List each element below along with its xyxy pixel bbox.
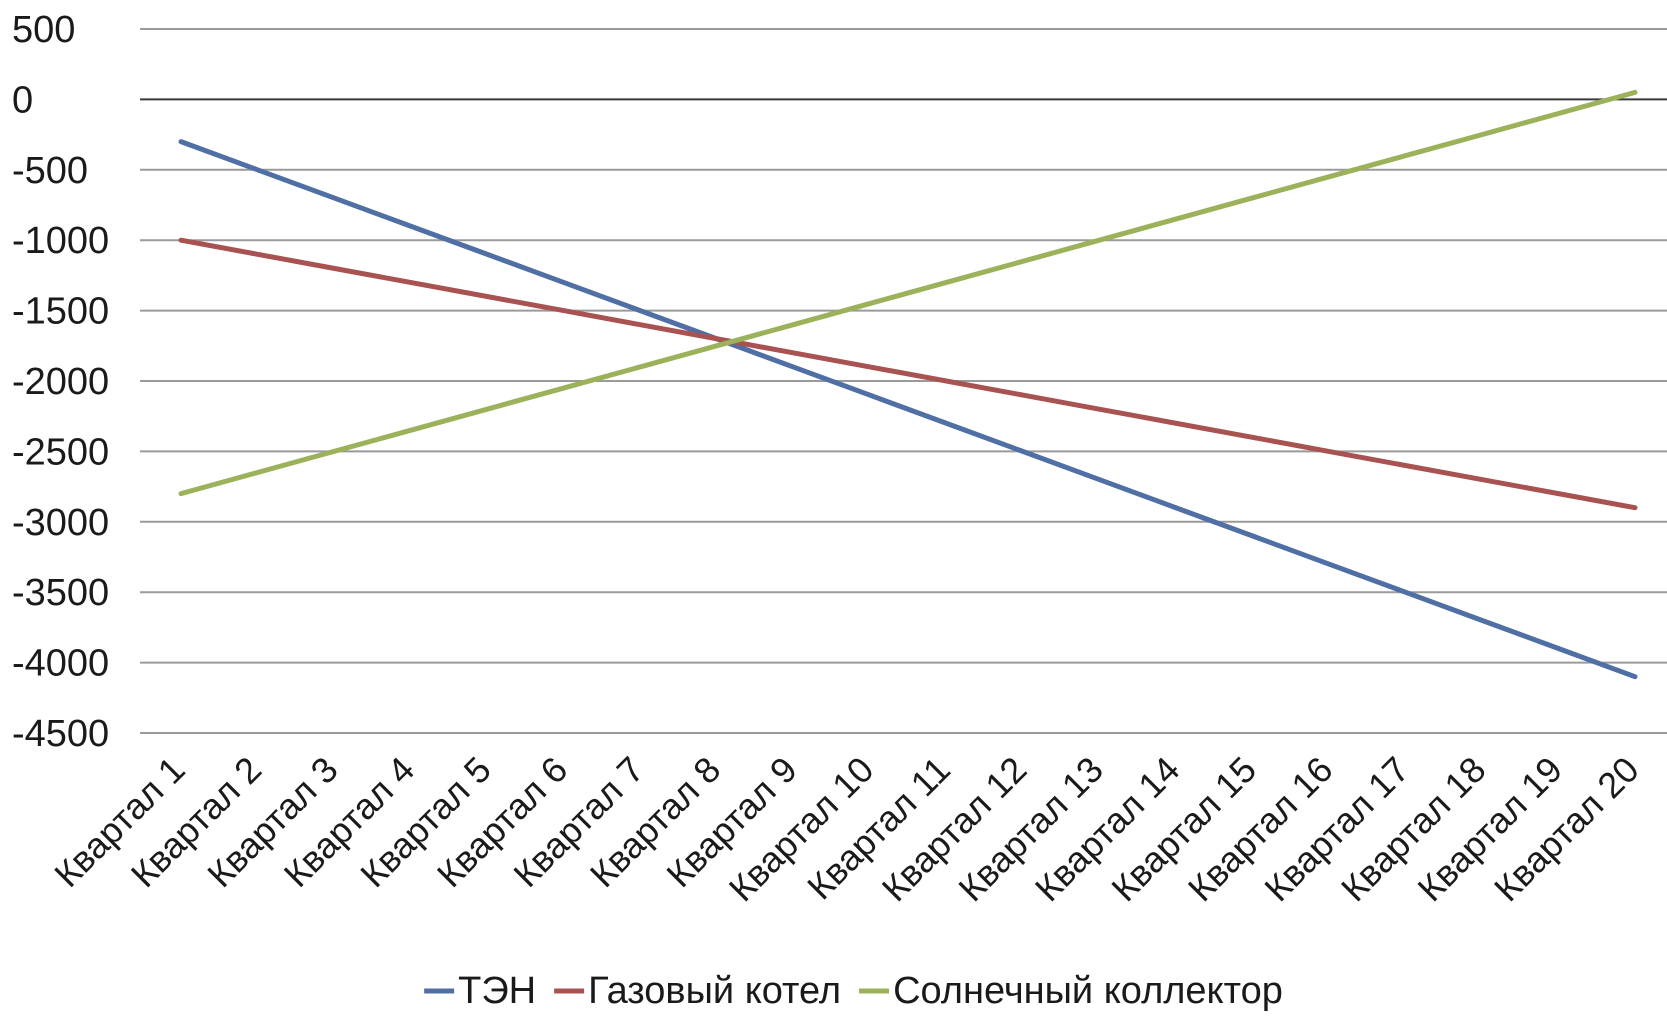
- y-tick-label: -1500: [12, 291, 109, 333]
- legend-item: Газовый котел: [554, 970, 841, 1012]
- y-tick-label: 500: [12, 9, 75, 51]
- y-tick-label: -4500: [12, 713, 109, 755]
- y-tick-label: -4000: [12, 643, 109, 685]
- legend-label: Газовый котел: [588, 970, 841, 1012]
- legend: ТЭН Газовый котел Солнечный коллектор: [424, 970, 1283, 1012]
- series-1: [178, 139, 1638, 680]
- y-tick-label: -2000: [12, 361, 109, 403]
- series-line: [178, 237, 1638, 511]
- y-tick-label: -2500: [12, 431, 109, 473]
- y-tick-label: -1000: [12, 220, 109, 262]
- y-tick-label: -3000: [12, 502, 109, 544]
- y-tick-label: 0: [12, 79, 33, 121]
- series-line: [178, 139, 1638, 680]
- y-axis-tick-labels: 500 0 -500 -1000 -1500 -2000 -2500 -3000 -3500 -4…: [12, 9, 109, 755]
- legend-label: ТЭН: [458, 970, 536, 1012]
- series-lines: [178, 89, 1638, 680]
- legend-label: Солнечный коллектор: [893, 970, 1283, 1012]
- legend-item: Солнечный коллектор: [859, 970, 1283, 1012]
- legend-item: ТЭН: [424, 970, 536, 1012]
- series-3: [178, 89, 1638, 497]
- series-2: [178, 237, 1638, 511]
- y-tick-label: -3500: [12, 572, 109, 614]
- grid-lines: [140, 28, 1667, 734]
- y-tick-label: -500: [12, 150, 88, 192]
- series-line: [178, 89, 1638, 497]
